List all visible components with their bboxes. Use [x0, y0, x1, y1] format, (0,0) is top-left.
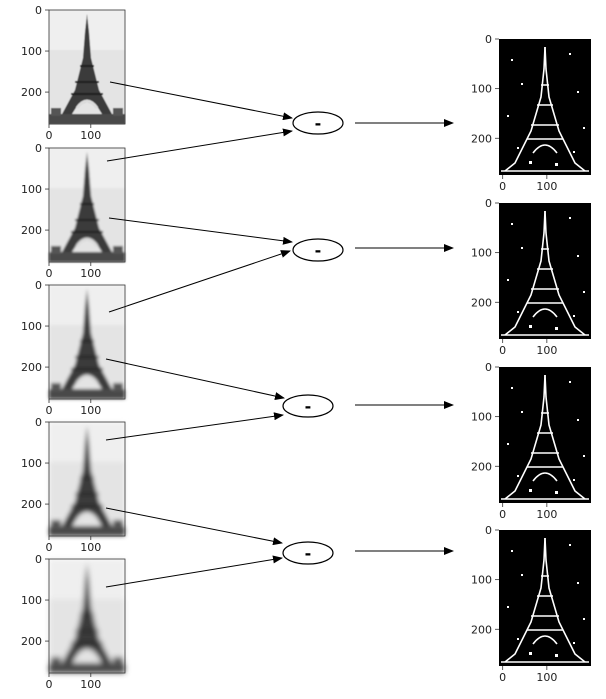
x-tick-label: 100	[80, 541, 101, 554]
eiffel-tower-grayscale-image	[49, 285, 125, 399]
x-tick-label: 0	[499, 508, 506, 521]
y-tick-label: 100	[471, 247, 492, 260]
eiffel-tower-grayscale-image	[49, 10, 125, 124]
y-tick-label: 0	[485, 524, 492, 537]
x-tick-label: 0	[499, 344, 506, 357]
y-tick-label: 200	[21, 635, 42, 648]
image-frame	[48, 558, 126, 674]
image-frame	[48, 421, 126, 537]
x-tick-label: 0	[46, 678, 53, 691]
x-tick-label: 0	[499, 180, 506, 193]
x-tick-label: 0	[499, 671, 506, 684]
operator-ellipse	[292, 238, 344, 262]
input-arrow	[109, 81, 293, 121]
y-tick-label: 100	[21, 320, 42, 333]
y-tick-label: 0	[35, 4, 42, 17]
y-tick-label: 200	[471, 623, 492, 636]
operator-ellipse	[282, 541, 334, 565]
x-tick-label: 100	[80, 267, 101, 280]
input-arrow	[106, 128, 293, 162]
x-tick-label: 0	[46, 541, 53, 554]
image-frame	[48, 9, 126, 125]
subtract-operator: -	[292, 111, 344, 135]
y-tick-label: 0	[485, 361, 492, 374]
y-tick-label: 100	[471, 83, 492, 96]
eiffel-tower-edge-map-image	[499, 367, 591, 503]
operator-ellipse	[282, 394, 334, 418]
subtract-operator: -	[282, 394, 334, 418]
eiffel-tower-grayscale-image	[49, 148, 125, 262]
x-tick-label: 100	[536, 180, 557, 193]
x-tick-label: 100	[536, 344, 557, 357]
y-tick-label: 0	[35, 416, 42, 429]
x-tick-label: 0	[46, 404, 53, 417]
y-tick-label: 200	[471, 132, 492, 145]
image-frame	[48, 284, 126, 400]
y-tick-label: 200	[21, 224, 42, 237]
eiffel-tower-edge-map-image	[499, 203, 591, 339]
y-tick-label: 0	[35, 553, 42, 566]
y-tick-label: 100	[21, 183, 42, 196]
input-image-panel: 0 100 200 0 100	[21, 279, 126, 417]
x-tick-label: 100	[80, 404, 101, 417]
x-tick-label: 100	[536, 671, 557, 684]
y-tick-label: 0	[35, 142, 42, 155]
x-tick-label: 0	[46, 129, 53, 142]
minus-symbol: -	[305, 544, 312, 563]
input-arrow	[105, 555, 283, 588]
input-image-panel: 0 100 200 0 100	[21, 416, 126, 554]
y-tick-label: 200	[21, 498, 42, 511]
image-frame	[48, 147, 126, 263]
eiffel-tower-edge-map-image	[499, 530, 591, 666]
input-arrow	[105, 507, 283, 546]
input-image-panel: 0 100 200 0 100	[21, 142, 126, 280]
output-edge-panel: 0 100 200 0 100	[471, 33, 591, 193]
y-tick-label: 0	[35, 279, 42, 292]
y-tick-label: 200	[21, 361, 42, 374]
y-tick-label: 0	[485, 197, 492, 210]
x-tick-label: 0	[46, 267, 53, 280]
input-image-panel: 0 100 200 0 100	[21, 553, 126, 691]
y-tick-label: 200	[471, 296, 492, 309]
y-tick-label: 100	[471, 574, 492, 587]
y-tick-label: 0	[485, 33, 492, 46]
operator-ellipse	[292, 111, 344, 135]
input-arrow	[105, 358, 285, 400]
y-tick-label: 100	[21, 457, 42, 470]
eiffel-tower-edge-map-image	[499, 39, 591, 175]
output-edge-panel: 0 100 200 0 100	[471, 524, 591, 684]
eiffel-tower-grayscale-image	[49, 559, 125, 673]
input-arrow	[108, 217, 293, 245]
input-arrow	[105, 412, 284, 441]
y-tick-label: 200	[471, 460, 492, 473]
y-tick-label: 100	[471, 411, 492, 424]
output-edge-panel: 0 100 200 0 100	[471, 197, 591, 357]
minus-symbol: -	[305, 397, 312, 416]
input-image-panel: 0 100 200 0 100	[21, 4, 126, 142]
y-tick-label: 100	[21, 594, 42, 607]
x-tick-label: 100	[80, 129, 101, 142]
y-tick-label: 100	[21, 45, 42, 58]
subtract-operator: -	[292, 238, 344, 262]
subtract-operator: -	[282, 541, 334, 565]
output-edge-panel: 0 100 200 0 100	[471, 361, 591, 521]
x-tick-label: 100	[536, 508, 557, 521]
minus-symbol: -	[315, 114, 322, 133]
input-arrow	[108, 250, 291, 313]
minus-symbol: -	[315, 241, 322, 260]
x-tick-label: 100	[80, 678, 101, 691]
y-tick-label: 200	[21, 86, 42, 99]
